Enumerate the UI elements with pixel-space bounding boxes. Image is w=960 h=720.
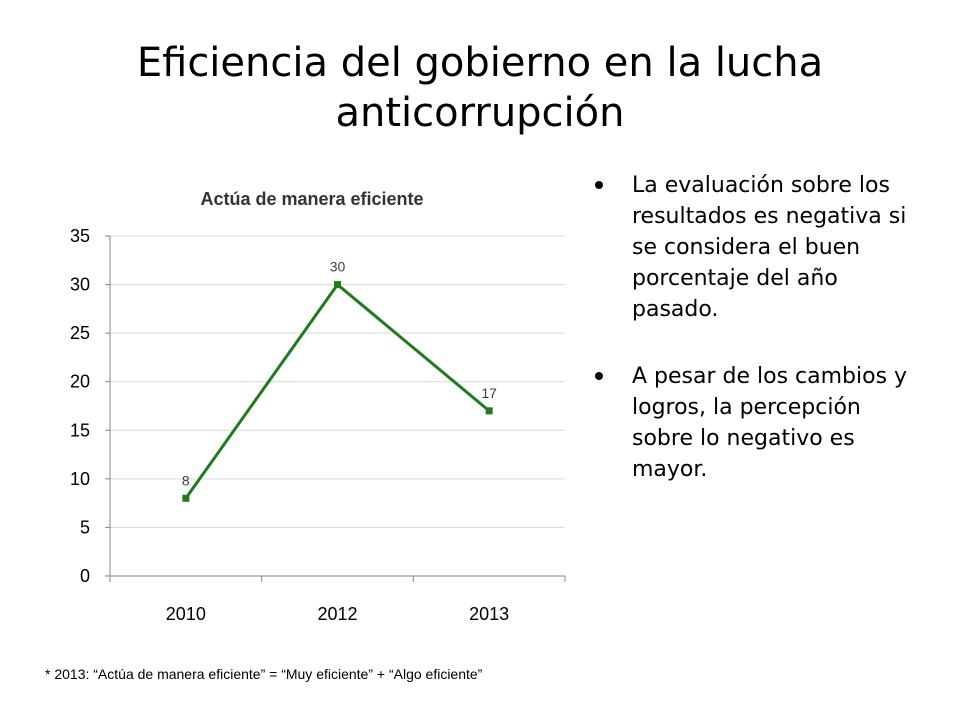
bullet-icon <box>595 181 603 189</box>
y-tick-label: 25 <box>70 323 90 343</box>
line-chart: Actúa de manera eficiente 0 5 10 15 20 25 30 35… <box>20 165 580 635</box>
bullet-list: La evaluación sobre los resultados es ne… <box>590 170 910 521</box>
x-tick-label: 2010 <box>166 604 206 624</box>
y-tick-label: 35 <box>70 226 90 246</box>
y-tick-label: 15 <box>70 420 90 440</box>
series <box>182 281 493 502</box>
data-point-marker <box>334 281 341 289</box>
grid-lines <box>110 235 565 528</box>
slide-title: Eficiencia del gobierno en la lucha anti… <box>136 40 824 136</box>
bullet-text: La evaluación sobre los resultados es ne… <box>632 173 907 322</box>
data-point-marker <box>485 407 493 415</box>
data-label: 30 <box>330 259 346 275</box>
y-tick-label: 30 <box>70 275 90 295</box>
axes <box>105 235 566 582</box>
data-label: 8 <box>182 472 190 488</box>
x-tick-label: 2012 <box>317 604 357 624</box>
y-tick-label: 10 <box>70 469 90 489</box>
labels: 0 5 10 15 20 25 30 35 2010 2012 2013 8 30 17 <box>70 226 509 624</box>
chart-svg: Actúa de manera eficiente 0 5 10 15 20 25 30 35… <box>70 189 566 624</box>
series-line <box>184 282 491 500</box>
data-point-marker <box>182 494 190 502</box>
chart-title: Actúa de manera eficiente <box>200 189 423 209</box>
bullet-item: La evaluación sobre los resultados es ne… <box>590 170 910 325</box>
y-tick-label: 20 <box>70 372 90 392</box>
bullet-item: A pesar de los cambios y logros, la perc… <box>590 361 910 485</box>
data-label: 17 <box>481 385 497 401</box>
x-tick-label: 2013 <box>469 604 509 624</box>
bullet-icon <box>595 372 603 380</box>
bullet-text: A pesar de los cambios y logros, la perc… <box>632 364 908 482</box>
footnote: * 2013: “Actúa de manera eficiente” = “M… <box>45 666 483 682</box>
y-tick-label: 5 <box>80 517 90 537</box>
y-tick-label: 0 <box>80 566 90 586</box>
